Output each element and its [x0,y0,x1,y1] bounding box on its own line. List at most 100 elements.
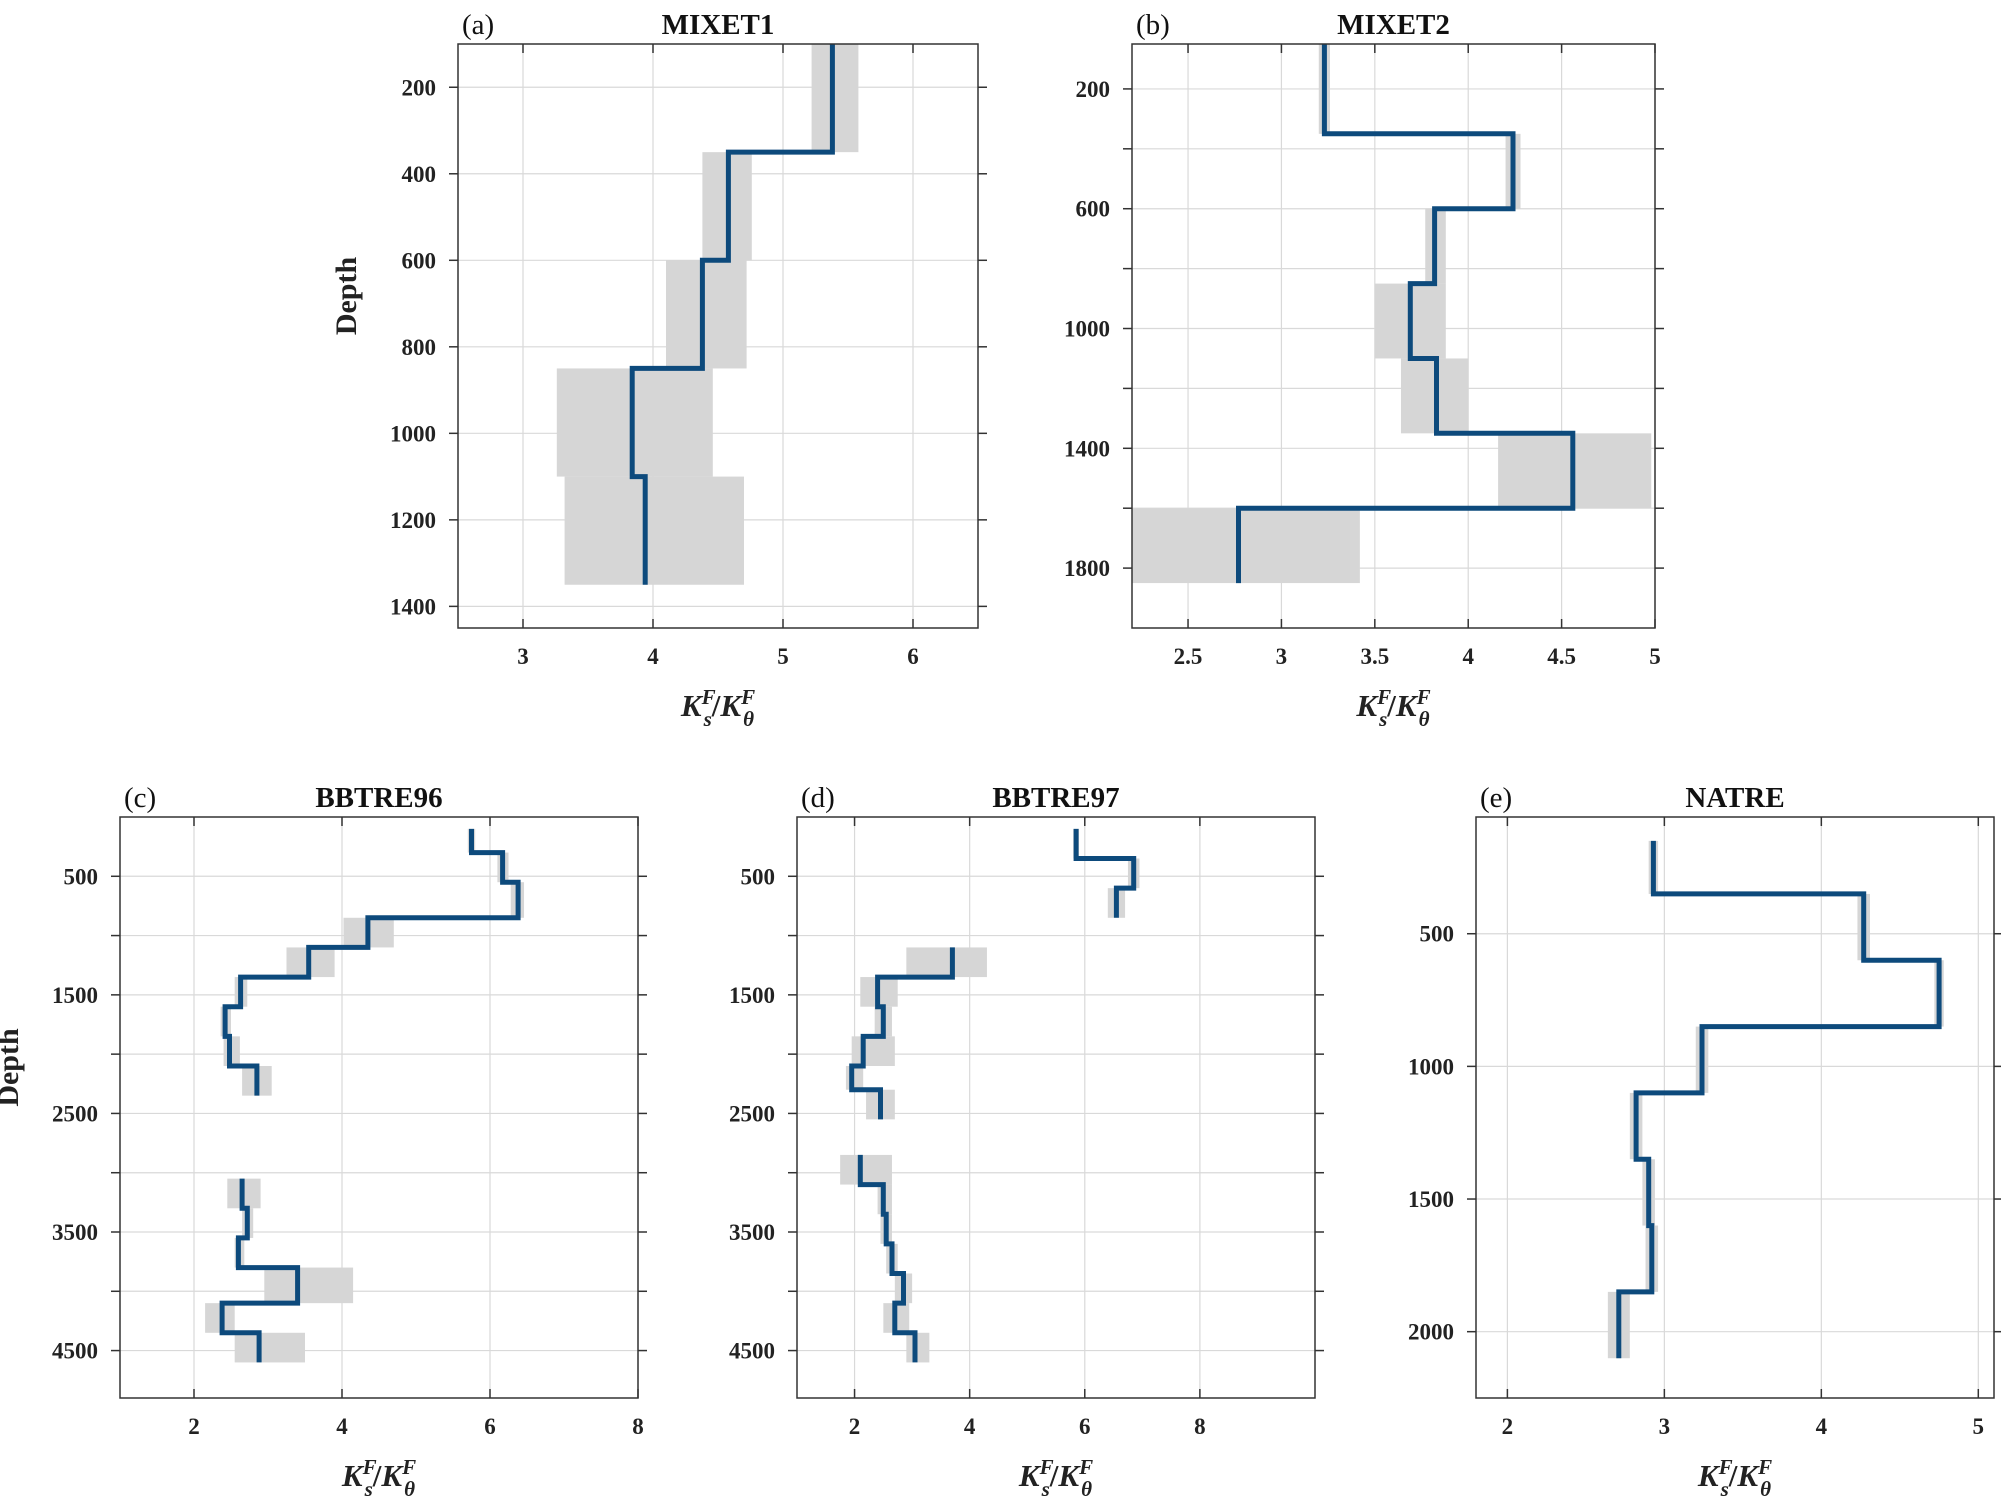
x-axis-label-part: K [1697,1458,1721,1493]
y-tick-label: 3500 [729,1220,775,1245]
y-tick-label: 1200 [390,508,436,533]
axes-box [457,43,979,629]
y-tick-label: 1400 [390,594,436,619]
uncertainty-band [666,260,747,369]
axes-box [1131,43,1656,629]
x-axis-label-part: K [1736,1458,1760,1493]
y-tick-label: 200 [1076,77,1111,102]
y-tick-label: 1500 [52,983,98,1008]
y-tick-label: 1500 [1408,1187,1454,1212]
panel-title: NATRE [1685,782,1784,814]
x-axis-label-part: F [1078,1455,1093,1479]
x-tick-label: 5 [777,644,789,669]
x-axis-label-part: F [701,685,716,709]
y-tick-label: 1400 [1064,436,1110,461]
y-tick-label: 1000 [1064,317,1110,342]
uncertainty-band [811,44,859,153]
uncertainty-band [851,1036,895,1066]
y-tick-label: 500 [64,864,99,889]
panel-title: BBTRE96 [315,782,442,814]
x-axis-label: KF s/KF θ [341,1455,416,1501]
x-axis-label-part: / [1386,688,1396,723]
panel-letter: (c) [124,782,156,814]
x-tick-label: 2 [188,1414,200,1439]
y-tick-label: 1500 [729,983,775,1008]
x-tick-label: 8 [632,1414,644,1439]
y-axis-label: Depth [330,257,363,336]
y-tick-label: 500 [1420,922,1455,947]
x-axis-label-part: / [1049,1458,1059,1493]
x-axis-label-part: / [711,688,721,723]
axes-box [119,816,639,1399]
axes-box [1475,816,1995,1399]
x-axis-label-part: s [1041,1477,1050,1501]
profile-line [629,44,835,585]
x-tick-label: 4 [1462,644,1474,669]
x-tick-label: 5 [1973,1414,1985,1439]
x-axis-label-part: K [1018,1458,1042,1493]
y-tick-label: 800 [402,335,437,360]
panel-letter: (a) [462,9,494,41]
x-axis-label: KF s/KF θ [1697,1455,1772,1501]
profile-line [1616,840,1942,1359]
x-axis-label-part: s [364,1477,373,1501]
x-axis-label-part: F [1039,1455,1054,1479]
uncertainty-band [906,1332,930,1363]
x-axis-label-part: θ [404,1477,415,1501]
x-axis-label-part: θ [1760,1477,1771,1501]
y-axis-label: Depth [0,1028,25,1107]
x-axis-label-part: / [372,1458,382,1493]
y-tick-label: 1800 [1064,556,1110,581]
x-tick-label: 2.5 [1174,644,1203,669]
axes-box [796,816,1316,1399]
profile-line [219,828,521,1363]
panel-title: MIXET1 [662,9,775,41]
x-axis-label-part: K [680,688,704,723]
x-axis-label-part: F [1718,1455,1733,1479]
uncertainty-band [906,947,987,978]
x-axis-label-part: F [1416,685,1431,709]
x-tick-label: 4 [1816,1414,1828,1439]
x-axis-label-part: F [362,1455,377,1479]
y-tick-label: 4500 [52,1339,98,1364]
x-tick-label: 3 [517,644,529,669]
uncertainty-band [845,1066,864,1090]
x-tick-label: 4 [336,1414,348,1439]
uncertainty-band [234,1332,305,1363]
x-axis-label-part: s [1720,1477,1729,1501]
x-tick-label: 2 [849,1414,861,1439]
x-tick-label: 8 [1194,1414,1206,1439]
x-axis-label-part: F [1376,685,1391,709]
profile-line [1236,44,1576,584]
panel-title: BBTRE97 [992,782,1119,814]
panel-a: 3 4 5 6 200 400 600 800 1000 1200 1400 (a) MIXET1 Dep… [330,9,987,731]
y-tick-label: 4500 [729,1339,775,1364]
x-tick-label: 5 [1649,644,1661,669]
y-tick-label: 600 [402,248,437,273]
x-axis-label-part: K [1057,1458,1081,1493]
x-axis-label-part: s [703,707,712,731]
x-axis-label-part: / [1728,1458,1738,1493]
x-axis-label-part: K [1355,688,1379,723]
x-axis-label-part: s [1378,707,1387,731]
x-axis-label-part: K [341,1458,365,1493]
x-axis-label: KF s/KF θ [680,685,755,731]
x-tick-label: 3 [1659,1414,1671,1439]
panel-letter: (e) [1480,782,1512,814]
x-axis-label-part: K [380,1458,404,1493]
uncertainty-band [564,476,744,585]
x-tick-label: 6 [907,644,919,669]
uncertainty-band [264,1267,354,1304]
y-tick-label: 400 [402,162,437,187]
x-axis-label-part: θ [1081,1477,1092,1501]
x-axis-label-part: θ [743,707,754,731]
y-tick-label: 600 [1076,197,1111,222]
panel-b: 2.5 3 3.5 4 4.5 5 200 600 1000 1400 1800 (b) MIXET2 K… [1064,9,1664,731]
profile-line [849,828,1137,1363]
x-axis-label: KF s/KF θ [1018,1455,1093,1501]
x-tick-label: 4.5 [1547,644,1576,669]
x-tick-label: 2 [1502,1414,1514,1439]
